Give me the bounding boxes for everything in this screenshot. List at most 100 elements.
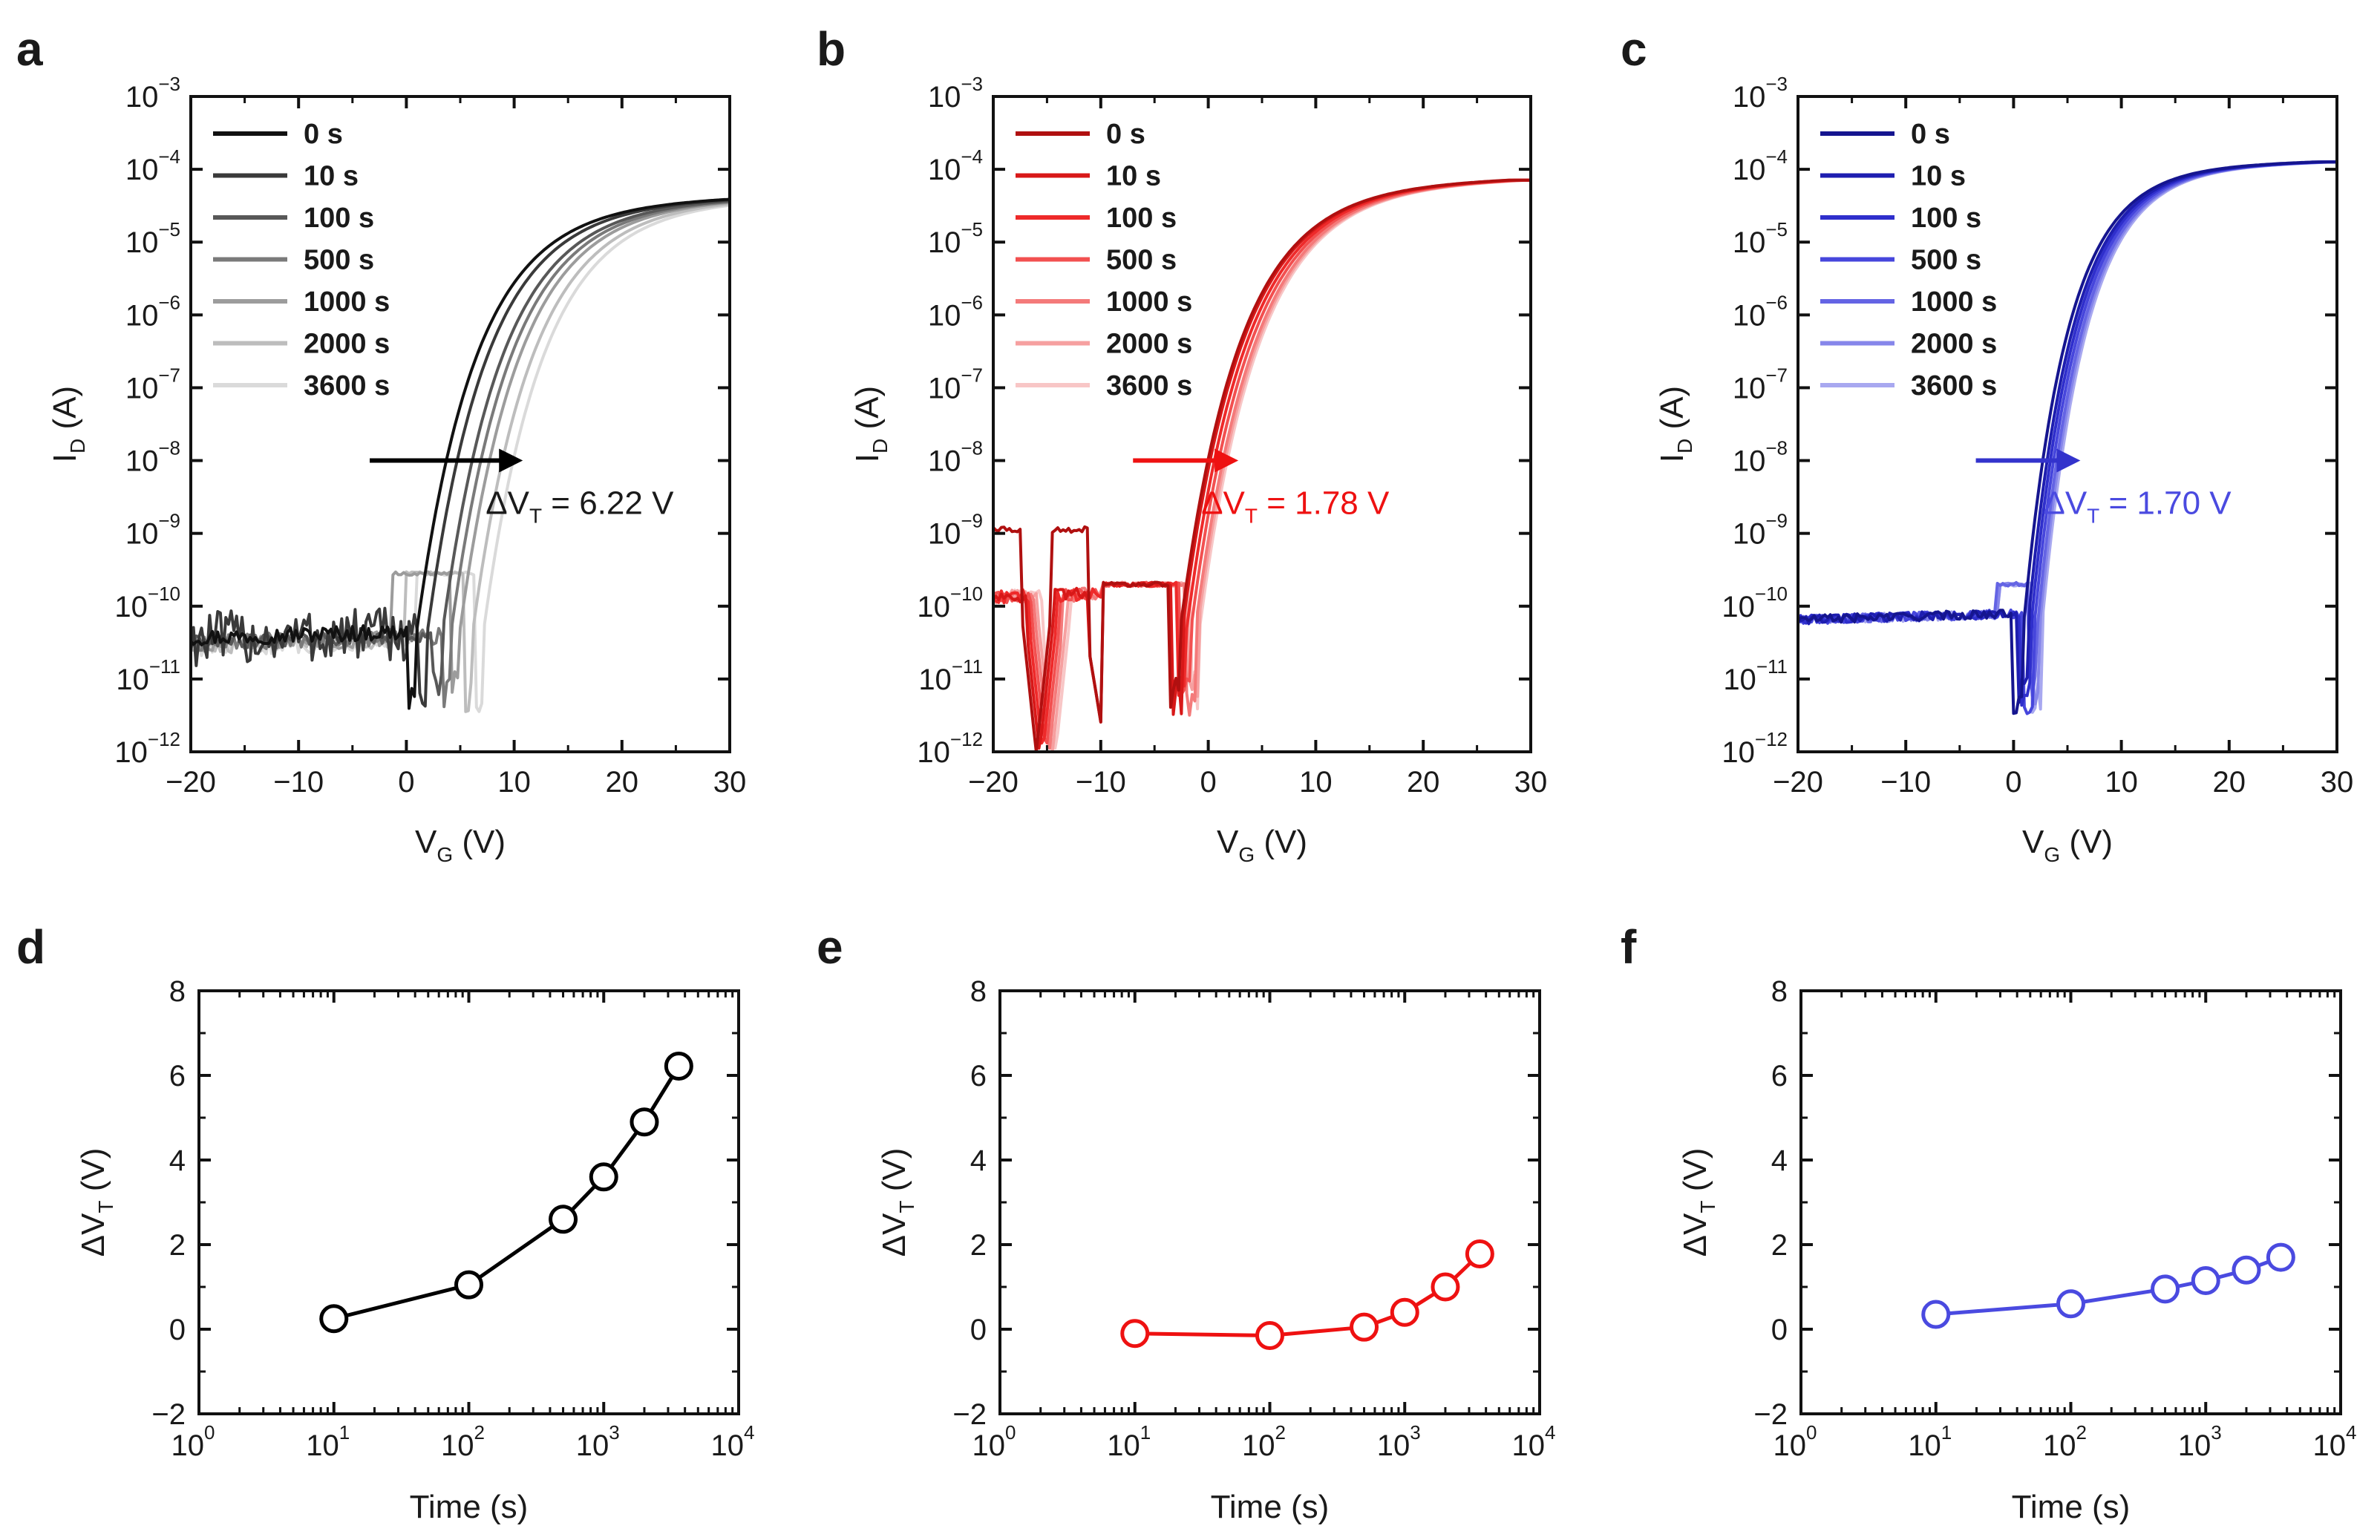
data-point [1350,1312,1379,1342]
x-tick-exponent: 0 [1005,1421,1016,1444]
y-tick-label: 0 [169,1314,186,1346]
y-tick-label: 10−3 [928,73,983,114]
y-tick-base: 10 [928,372,961,404]
y-tick-exponent: −6 [1765,291,1788,313]
y-axis-label-sub: T [94,1201,117,1213]
data-point [2266,1242,2295,1272]
x-tick-base: 10 [1377,1429,1410,1462]
y-tick-exponent: −10 [1755,583,1788,605]
series-line-0s [993,178,1531,752]
y-tick-exponent: −9 [961,510,983,532]
x-tick-label: −20 [1773,766,1823,799]
data-point [1390,1297,1419,1327]
x-tick-label: 10 [2105,766,2138,799]
annotation-prefix: ΔV [486,485,529,522]
series-line-500s [1798,160,2337,715]
x-tick-base: 10 [1107,1429,1140,1462]
y-tick-base: 10 [928,81,961,114]
y-tick-base: 10 [928,299,961,332]
legend-label: 10 s [304,161,359,192]
x-tick-exponent: 4 [744,1421,754,1444]
data-point [1921,1300,1951,1329]
x-tick-label: 102 [441,1421,485,1462]
x-tick-base: 10 [1242,1429,1275,1462]
y-axis-label: ID (A) [47,386,89,462]
data-point [2191,1265,2220,1295]
x-tick-base: 10 [171,1429,205,1462]
y-tick-exponent: −5 [1765,218,1788,240]
legend-label: 100 s [304,203,374,234]
y-tick-base: 10 [116,663,149,696]
data-point [630,1107,659,1137]
y-tick-base: 10 [928,154,961,186]
y-tick-base: 10 [1733,372,1766,404]
y-tick-label: 10−3 [1733,73,1788,114]
annotation-suffix: = 6.22 V [542,485,674,522]
plot-frame [992,95,1532,753]
shift-arrow-head [499,448,523,473]
y-axis-label: ΔVT (V) [75,1148,117,1257]
x-tick-label: 104 [2313,1421,2357,1462]
y-tick-label: 10−11 [1723,655,1788,696]
x-tick-base: 10 [2313,1429,2347,1462]
x-tick-label: 20 [2213,766,2246,799]
y-tick-label: 10−9 [1733,510,1788,551]
y-tick-exponent: −10 [950,583,983,605]
y-tick-exponent: −11 [952,655,983,678]
legend-label: 3600 s [1911,370,1997,402]
y-tick-base: 10 [918,663,952,696]
x-tick-exponent: 3 [1410,1421,1420,1444]
y-tick-label: 10−12 [917,728,983,769]
x-tick-exponent: 1 [1941,1421,1952,1444]
panel-label: a [16,22,43,76]
legend-label: 3600 s [1106,370,1192,402]
y-tick-label: 6 [970,1060,987,1092]
y-axis-label: ID (A) [849,386,892,462]
y-axis-label-main: ΔV [876,1213,912,1256]
y-tick-exponent: −8 [1765,437,1788,459]
x-tick-exponent: 1 [339,1421,350,1444]
x-tick-base: 10 [711,1429,745,1462]
y-tick-label: 10−4 [125,145,180,186]
y-tick-label: 2 [1771,1229,1788,1262]
series-line [1134,1252,1482,1338]
x-tick-label: 101 [1908,1421,1952,1462]
y-tick-exponent: −12 [950,728,983,750]
annotation-prefix: ΔV [2043,485,2087,522]
x-tick-label: 30 [2321,766,2354,799]
delta-vt-annotation: ΔVT = 6.22 V [486,485,674,528]
y-tick-label: 10−8 [928,437,983,478]
y-tick-exponent: −4 [1765,145,1788,168]
data-point [2056,1289,2085,1319]
x-tick-exponent: 1 [1140,1421,1151,1444]
legend-label: 2000 s [1106,329,1192,360]
x-tick-label: −10 [273,766,324,799]
y-tick-base: 10 [125,154,159,186]
data-point [2151,1274,2180,1304]
data-point [549,1205,578,1234]
y-axis-label: ID (A) [1654,386,1696,462]
y-axis-label-unit: (A) [47,386,83,439]
x-tick-exponent: 2 [1275,1421,1286,1444]
data-point [589,1162,618,1192]
y-tick-base: 10 [1733,154,1766,186]
x-tick-label: 0 [398,766,414,799]
x-tick-label: 103 [2178,1421,2222,1462]
y-tick-base: 10 [928,518,961,551]
x-axis-label-main: V [1217,824,1239,860]
curve-group [1798,160,2337,715]
series-line-500s [993,178,1531,745]
y-tick-label: 10−9 [928,510,983,551]
y-axis-label-unit: (V) [75,1148,111,1201]
data-point [454,1270,483,1300]
y-axis-label-main: ΔV [75,1213,111,1256]
x-tick-label: 104 [1512,1421,1556,1462]
x-axis-label-unit: (V) [453,824,506,860]
x-tick-label: 101 [306,1421,350,1462]
y-axis-label-sub: T [1696,1201,1719,1213]
y-axis-label-unit: (V) [876,1148,912,1201]
x-axis-label-main: V [415,824,437,860]
legend-label: 100 s [1911,203,1981,234]
y-tick-label: 10−4 [1733,145,1788,186]
